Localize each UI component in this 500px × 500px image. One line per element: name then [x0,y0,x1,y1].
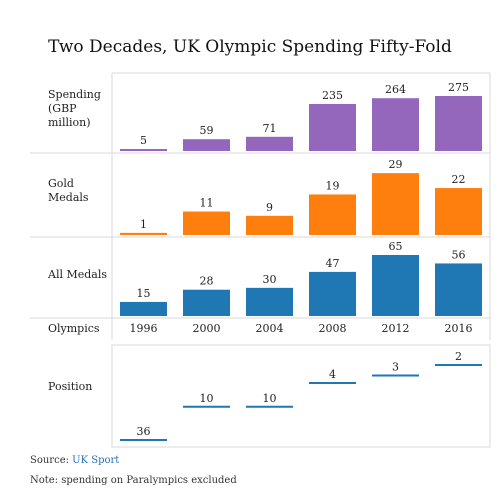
bar [183,289,230,316]
position-value: 3 [392,361,399,374]
data-label: 275 [448,81,469,94]
bar [120,149,167,151]
x-tick-label: 2004 [256,322,284,335]
data-label: 235 [322,89,343,102]
data-label: 65 [389,240,403,253]
series-label: million) [48,116,91,129]
source-prefix: Source: [30,455,73,466]
bar [309,271,356,316]
series-label: Gold [48,177,74,190]
bar [246,287,293,316]
data-label: 28 [200,275,214,288]
data-label: 30 [263,273,277,286]
position-value: 10 [263,392,277,405]
series-label: (GBP [48,102,77,115]
data-label: 1 [140,218,147,231]
data-label: 22 [452,173,466,186]
data-label: 264 [385,83,406,96]
series-label: Medals [48,191,89,204]
bar [246,136,293,151]
bar [309,194,356,235]
data-label: 11 [200,197,214,210]
position-value: 2 [455,350,462,363]
bar [309,104,356,151]
bar [246,215,293,235]
bar [372,255,419,316]
x-tick-label: 2000 [193,322,221,335]
x-tick-label: 1996 [130,322,158,335]
x-tick-label: 2016 [445,322,473,335]
bar [120,301,167,316]
bar [183,211,230,235]
bar [435,96,482,151]
data-label: 71 [263,122,277,135]
x-tick-label: 2008 [319,322,347,335]
bar [435,188,482,235]
chart-title: Two Decades, UK Olympic Spending Fifty-F… [48,37,452,57]
footnote: Note: spending on Paralympics excluded [30,475,237,486]
position-label: Position [48,380,92,393]
x-tick-label: 2012 [382,322,410,335]
position-panel-border [111,344,491,448]
source-link[interactable]: UK Sport [72,455,120,466]
data-label: 5 [140,134,147,147]
series-label: Spending [48,88,101,101]
bar [120,232,167,235]
x-axis-label: Olympics [48,322,100,335]
position-value: 36 [137,425,151,438]
data-label: 59 [200,124,214,137]
bar [183,139,230,151]
bar [372,173,419,235]
data-label: 56 [452,248,466,261]
bar [372,98,419,151]
position-value: 10 [200,392,214,405]
position-value: 4 [329,368,336,381]
data-label: 9 [266,201,273,214]
data-label: 19 [326,179,340,192]
series-label: All Medals [47,268,107,281]
source-line: Source: UK Sport [30,455,119,466]
data-label: 15 [137,287,151,300]
bar [435,263,482,316]
data-label: 47 [326,257,340,270]
data-label: 29 [389,158,403,171]
